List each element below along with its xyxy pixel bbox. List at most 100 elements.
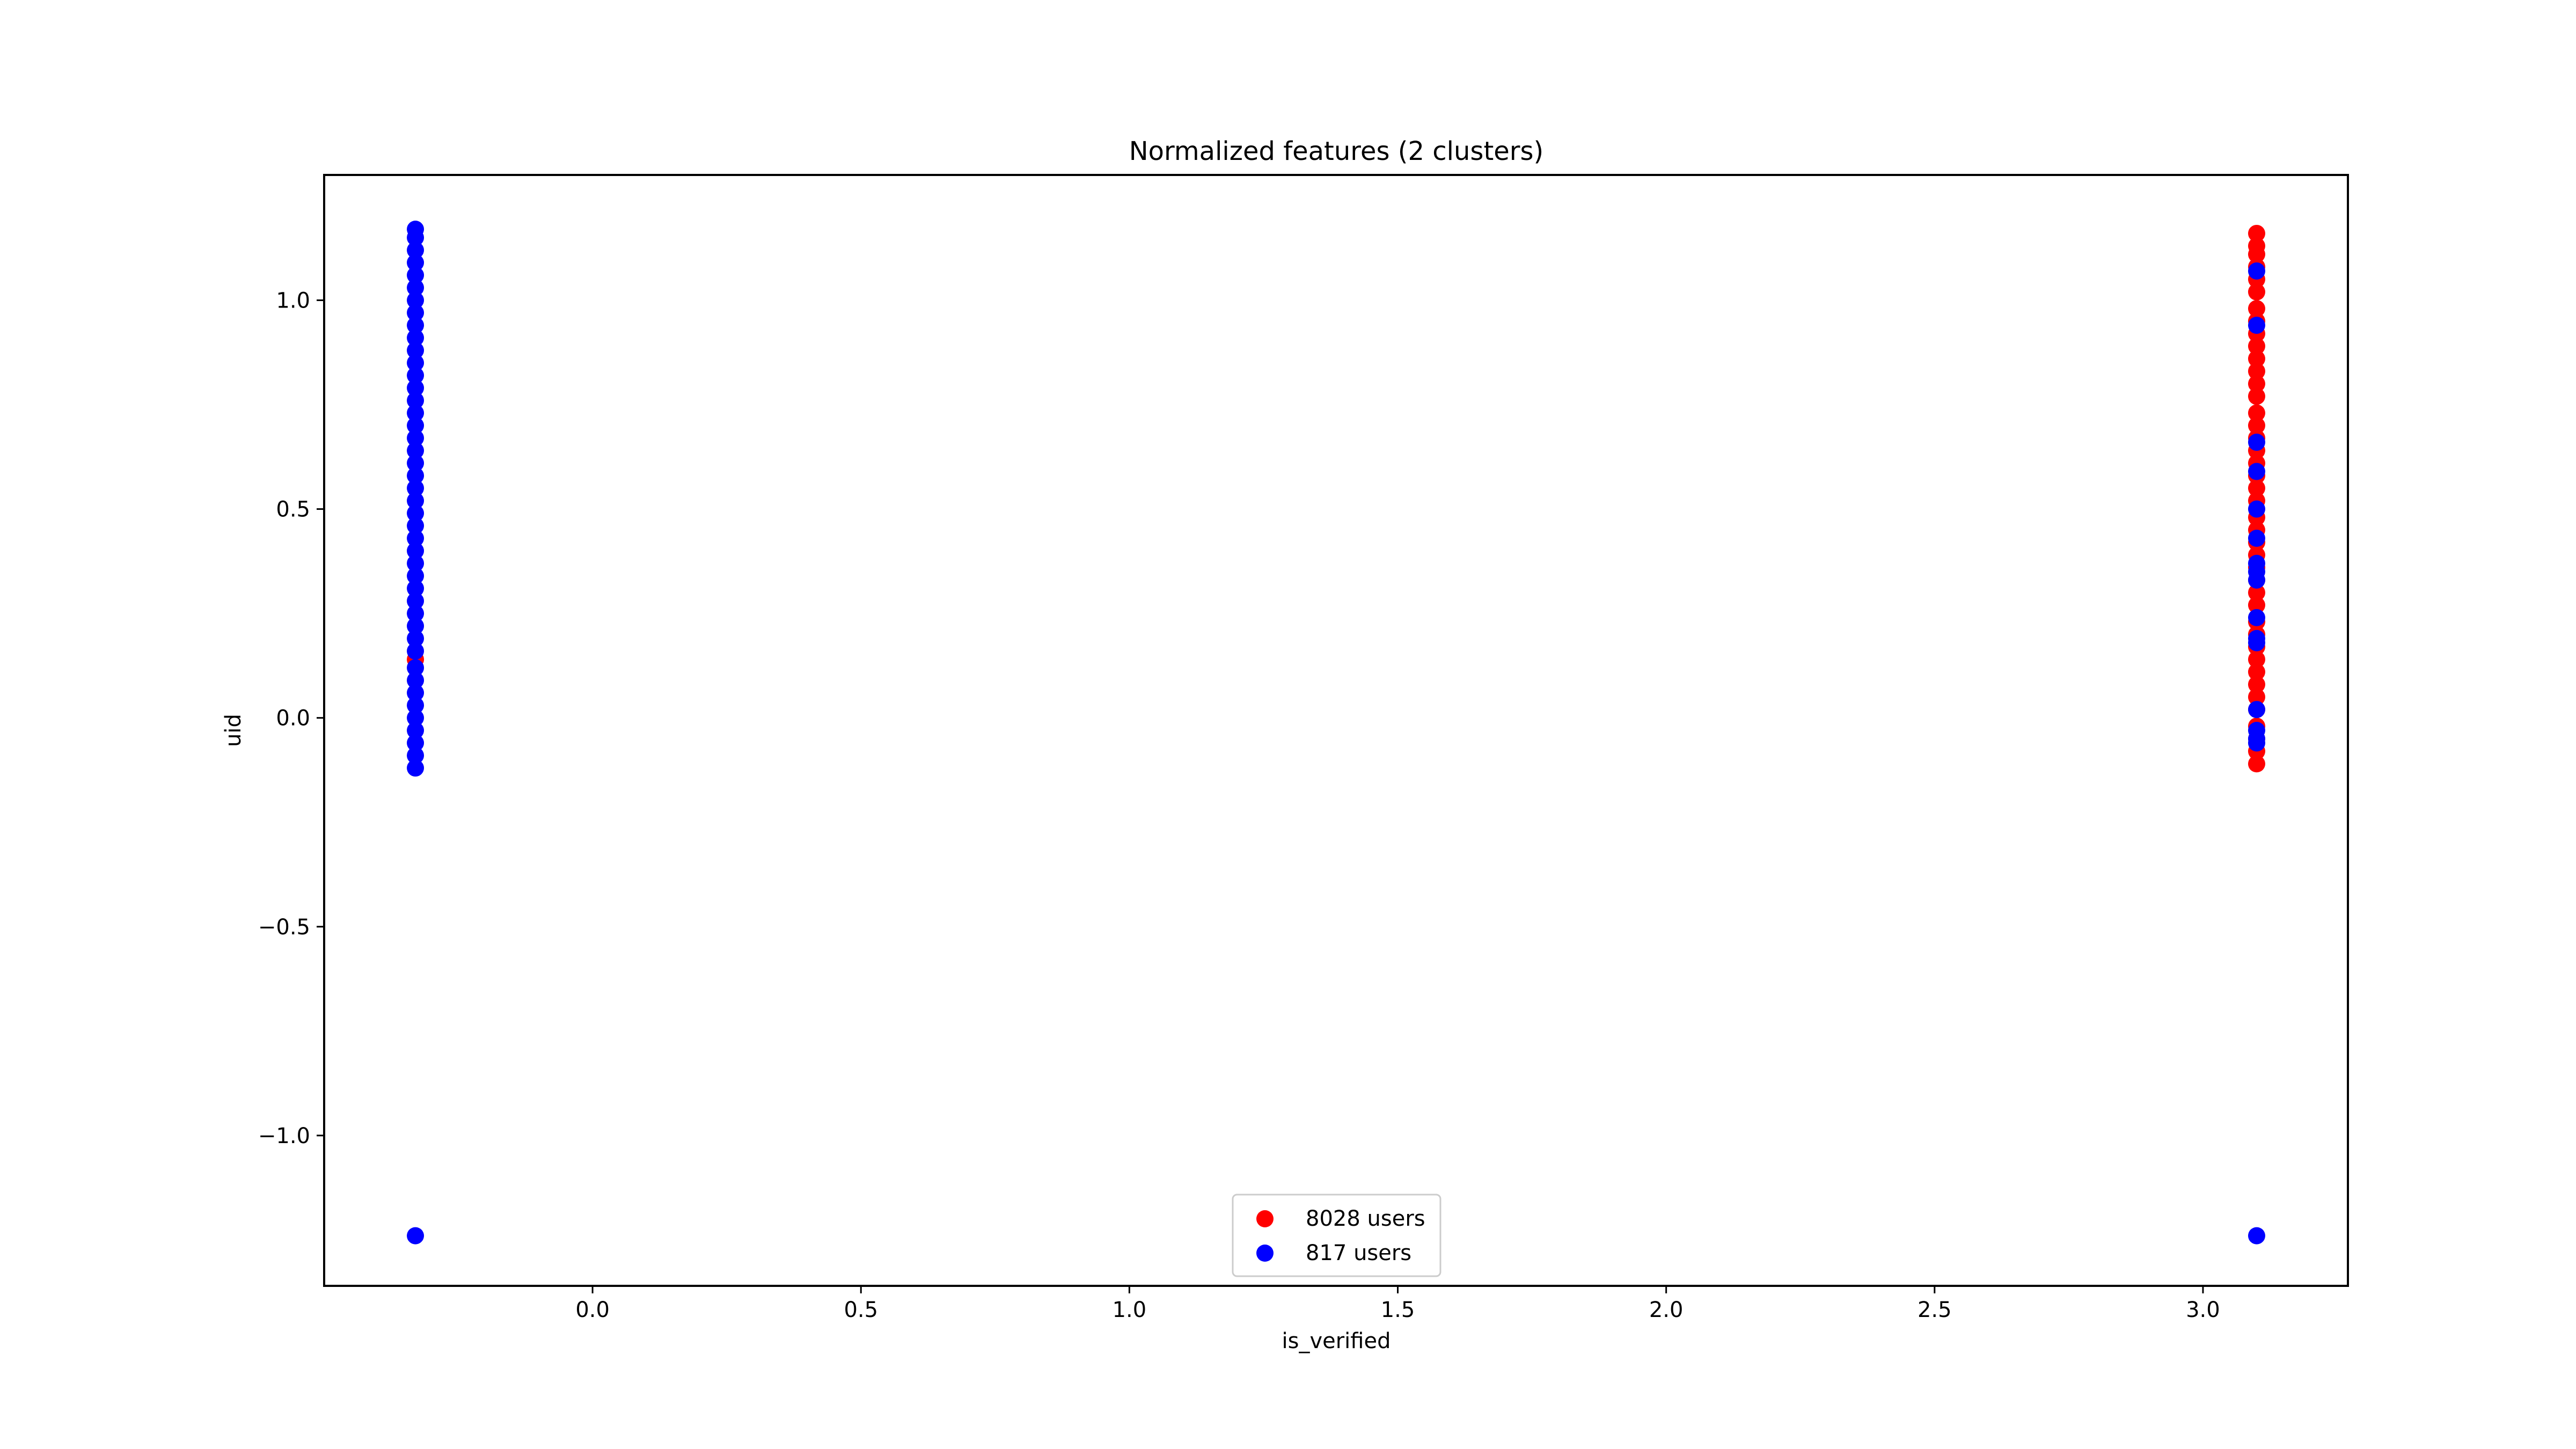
y-axis-ticks: −1.0 −0.5 0.0 0.5 1.0 <box>258 288 324 1148</box>
scatter-point <box>407 467 425 485</box>
scatter-point <box>2248 701 2265 719</box>
scatter-point <box>407 709 425 727</box>
data-points <box>407 221 2265 1245</box>
scatter-point <box>407 304 425 321</box>
x-tick-label: 1.0 <box>1113 1298 1147 1322</box>
scatter-point <box>407 530 425 547</box>
plot-area-frame <box>323 174 2349 1287</box>
y-tick-label: 0.0 <box>276 706 310 731</box>
scatter-point <box>407 542 425 560</box>
scatter-point <box>2248 530 2265 547</box>
scatter-point <box>407 221 425 238</box>
scatter-point <box>407 416 425 434</box>
scatter-point <box>407 592 425 610</box>
scatter-point <box>2248 237 2265 255</box>
scatter-point <box>2248 404 2265 422</box>
scatter-point <box>2248 362 2265 380</box>
scatter-point <box>407 722 425 739</box>
x-tick-label: 1.5 <box>1381 1298 1415 1322</box>
scatter-point <box>2248 463 2265 480</box>
x-axis-ticks: 0.0 0.5 1.0 1.5 2.0 2.5 3.0 <box>575 1286 2220 1322</box>
scatter-point <box>407 617 425 635</box>
scatter-point <box>2248 596 2265 614</box>
x-axis-label: is_verified <box>1282 1329 1391 1353</box>
scatter-point <box>407 254 425 272</box>
scatter-point <box>2248 755 2265 773</box>
chart-title: Normalized features (2 clusters) <box>1129 136 1544 166</box>
scatter-point <box>407 241 425 259</box>
scatter-point <box>407 317 425 334</box>
scatter-point <box>407 1227 425 1245</box>
scatter-point <box>2248 663 2265 681</box>
scatter-point <box>407 697 425 714</box>
scatter-point <box>407 266 425 284</box>
y-tick-label: −1.0 <box>258 1124 310 1148</box>
x-tick-label: 0.5 <box>844 1298 878 1322</box>
scatter-point <box>407 630 425 647</box>
scatter-point <box>407 642 425 660</box>
scatter-point <box>407 759 425 777</box>
scatter-point <box>2248 571 2265 589</box>
legend-marker-red <box>1256 1210 1274 1227</box>
scatter-point <box>407 442 425 459</box>
scatter-point <box>2248 676 2265 693</box>
scatter-point <box>407 291 425 309</box>
scatter-point <box>2248 609 2265 626</box>
scatter-point <box>407 659 425 677</box>
scatter-point <box>407 354 425 372</box>
legend-label-red: 8028 users <box>1306 1206 1425 1231</box>
scatter-point <box>407 454 425 472</box>
y-tick-label: 0.5 <box>276 497 310 522</box>
scatter-point <box>2248 734 2265 752</box>
scatter-point <box>2248 262 2265 280</box>
scatter-point <box>407 429 425 447</box>
scatter-point <box>407 492 425 509</box>
y-tick-label: −0.5 <box>258 915 310 940</box>
scatter-point <box>407 329 425 347</box>
scatter-point <box>407 671 425 689</box>
y-axis-label: uid <box>221 714 246 747</box>
scatter-point <box>2248 434 2265 451</box>
scatter-point <box>407 734 425 752</box>
scatter-point <box>407 504 425 522</box>
scatter-point <box>407 605 425 623</box>
legend-marker-blue <box>1256 1245 1274 1262</box>
scatter-point <box>2248 416 2265 434</box>
scatter-point <box>407 580 425 597</box>
x-tick-label: 2.5 <box>1918 1298 1952 1322</box>
scatter-point <box>2248 338 2265 355</box>
x-tick-label: 2.0 <box>1649 1298 1684 1322</box>
scatter-point <box>407 392 425 409</box>
legend-label-blue: 817 users <box>1306 1241 1411 1265</box>
scatter-point <box>407 479 425 497</box>
scatter-point <box>2248 584 2265 602</box>
legend: 8028 users 817 users <box>1232 1194 1441 1277</box>
x-tick-label: 0.0 <box>575 1298 610 1322</box>
scatter-point <box>407 567 425 585</box>
scatter-point <box>2248 650 2265 668</box>
scatter-point <box>2248 300 2265 318</box>
scatter-point <box>2248 317 2265 334</box>
scatter-point <box>2248 283 2265 301</box>
scatter-point <box>407 279 425 297</box>
scatter-point <box>407 404 425 422</box>
scatter-point <box>407 367 425 384</box>
scatter-point <box>407 554 425 572</box>
scatter-point <box>407 517 425 535</box>
scatter-point <box>2248 375 2265 393</box>
x-tick-label: 3.0 <box>2186 1298 2220 1322</box>
scatter-point <box>407 379 425 397</box>
scatter-point <box>407 747 425 764</box>
scatter-point <box>2248 1227 2265 1245</box>
scatter-point <box>407 341 425 359</box>
legend-box <box>1232 1194 1441 1277</box>
scatter-point <box>2248 350 2265 368</box>
scatter-point <box>2248 479 2265 497</box>
scatter-point <box>2248 387 2265 405</box>
y-tick-label: 1.0 <box>276 288 310 313</box>
scatter-point <box>2248 500 2265 518</box>
series-blue-points <box>407 221 2265 1245</box>
scatter-point <box>2248 688 2265 706</box>
scatter-point <box>2248 634 2265 652</box>
